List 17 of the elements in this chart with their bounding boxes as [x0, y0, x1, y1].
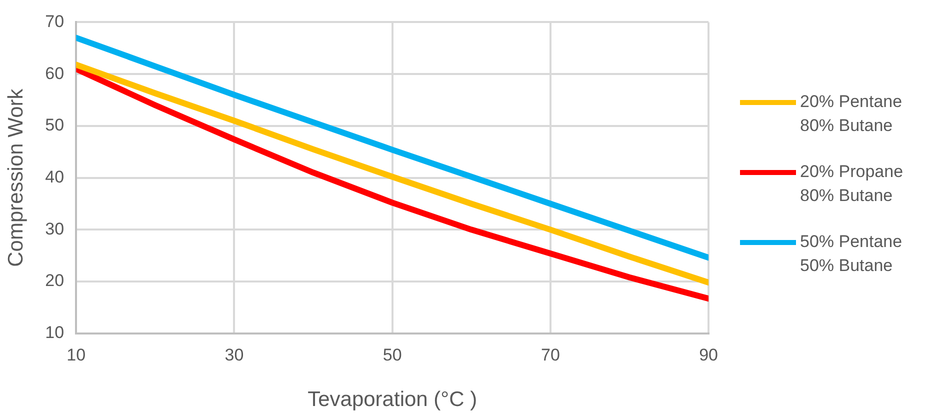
y-tick-label: 30	[45, 219, 64, 238]
y-tick-label: 50	[45, 116, 64, 135]
y-axis-title: Compression Work	[4, 88, 28, 267]
x-tick-label: 70	[540, 345, 560, 364]
y-tick-label: 10	[45, 323, 64, 342]
x-tick-label: 10	[66, 345, 86, 364]
y-tick-label: 70	[45, 12, 64, 31]
x-tick-label: 90	[699, 345, 718, 364]
legend-label: 20% Pentane 80% Butane	[800, 90, 904, 136]
x-axis-title: Tevaporation (°C )	[308, 388, 478, 412]
x-tick-label: 50	[382, 345, 402, 364]
y-tick-label: 40	[45, 167, 64, 186]
legend-label: 20% Propane 80% Butane	[800, 160, 904, 206]
legend-label: 50% Pentane 50% Butane	[800, 230, 904, 276]
y-tick-label: 20	[45, 271, 64, 290]
x-tick-label: 30	[224, 345, 244, 364]
y-tick-label: 60	[45, 64, 64, 83]
